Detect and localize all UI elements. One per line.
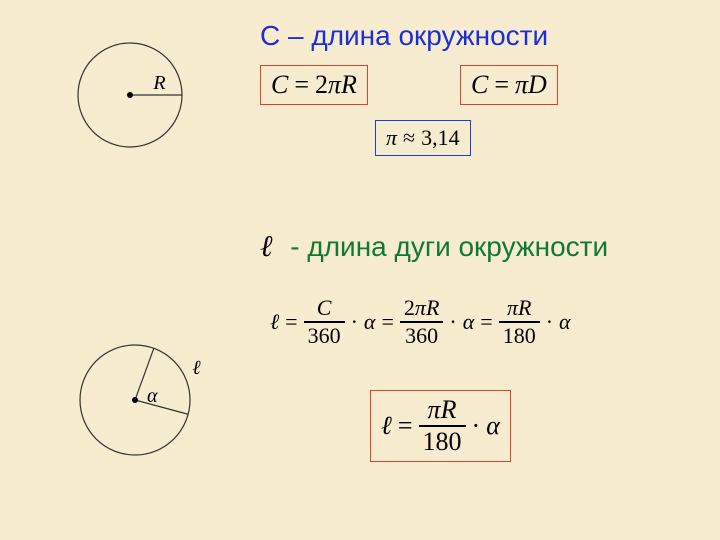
- num: πR: [424, 395, 461, 425]
- svg-text:α: α: [147, 385, 158, 407]
- var-l: ℓ: [381, 411, 392, 441]
- formula-arc-final-box: ℓ = πR 180 · α: [370, 390, 511, 462]
- formula-c-pid-box: C = π D: [460, 65, 558, 105]
- eq: =: [488, 70, 515, 100]
- frac-pir-180: πR 180: [499, 295, 540, 349]
- arc-symbol: ℓ: [260, 230, 273, 263]
- eq: =: [285, 309, 297, 335]
- num: C: [313, 295, 336, 321]
- r: R: [518, 295, 531, 320]
- num: πR: [503, 295, 535, 321]
- formula-pi-approx-box: π ≈ 3,14: [375, 120, 471, 156]
- den: 360: [401, 323, 442, 349]
- pi: π: [428, 395, 441, 424]
- alpha: α: [486, 411, 500, 441]
- var-r: R: [341, 70, 357, 100]
- svg-text:ℓ: ℓ: [192, 357, 201, 379]
- formula-c-2pir-box: C = 2 π R: [260, 65, 368, 105]
- frac-2pir-360: 2πR 360: [400, 295, 443, 349]
- two: 2: [404, 295, 415, 320]
- r: R: [426, 295, 439, 320]
- heading-arc-length: ℓ - длина дуги окружности: [260, 230, 608, 264]
- formula-arc-derivation: ℓ = C 360 · α = 2πR 360 · α = πR 180 · α: [270, 295, 571, 349]
- eq: =: [480, 309, 492, 335]
- frac-pir-180: πR 180: [419, 395, 466, 457]
- den: 360: [304, 323, 345, 349]
- heading-circumference: С – длина окружности: [260, 20, 548, 52]
- alpha: α: [463, 309, 475, 335]
- var-c: C: [471, 70, 488, 100]
- dot: ·: [351, 309, 358, 335]
- eq: =: [288, 70, 315, 100]
- pi: π: [507, 295, 518, 320]
- val: 3,14: [421, 125, 460, 151]
- num: 2πR: [400, 295, 443, 321]
- eq: =: [381, 309, 393, 335]
- var-l: ℓ: [270, 309, 279, 335]
- dot: ·: [546, 309, 553, 335]
- pi: π: [386, 125, 397, 151]
- arc-text: - длина дуги окружности: [280, 231, 608, 262]
- pi: π: [328, 70, 341, 100]
- dot: ·: [449, 309, 456, 335]
- var-d: D: [528, 70, 547, 100]
- pi: π: [415, 295, 426, 320]
- pi: π: [515, 70, 528, 100]
- frac-c-360: C 360: [304, 295, 345, 349]
- circle-radius-diagram: R: [30, 0, 230, 200]
- circle-arc-diagram: α ℓ: [25, 290, 245, 510]
- svg-text:R: R: [152, 72, 165, 94]
- den: 180: [499, 323, 540, 349]
- r: R: [441, 395, 457, 424]
- approx: ≈: [397, 125, 421, 151]
- alpha: α: [364, 309, 376, 335]
- dot: ·: [472, 411, 481, 441]
- var-c: C: [271, 70, 288, 100]
- eq: =: [398, 411, 413, 441]
- const-2: 2: [315, 70, 328, 100]
- alpha: α: [559, 309, 571, 335]
- den: 180: [419, 427, 466, 457]
